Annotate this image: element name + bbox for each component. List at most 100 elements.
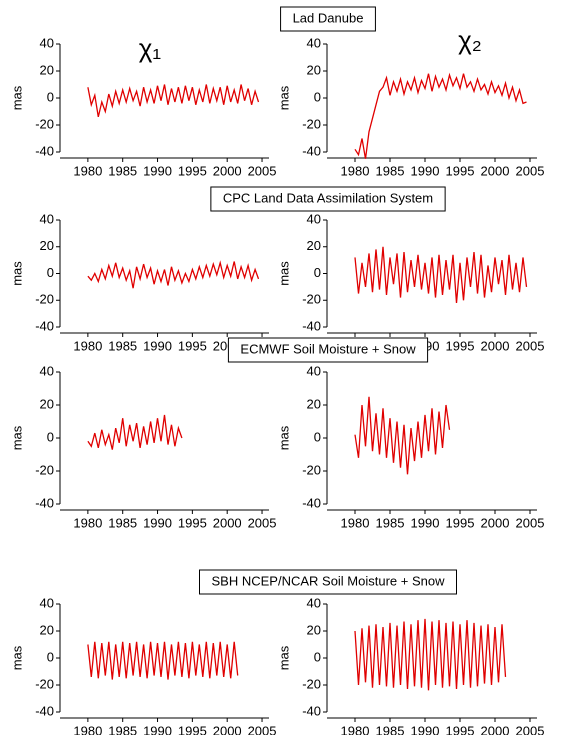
y-axis-label: mas [9, 261, 24, 286]
y-tick-label: 40 [307, 595, 321, 610]
x-tick-label: 1990 [143, 163, 172, 178]
title-box [280, 6, 376, 32]
y-tick-label: 40 [307, 211, 321, 226]
x-tick-label: 1995 [178, 515, 207, 530]
x-tick-label: 1985 [108, 515, 137, 530]
y-tick-label: -40 [302, 703, 321, 718]
title-box [210, 186, 446, 212]
x-tick-label: 2005 [516, 163, 545, 178]
x-tick-label: 1990 [143, 515, 172, 530]
data-line [354, 72, 527, 159]
y-tick-label: -40 [35, 703, 54, 718]
y-tick-label: -40 [302, 143, 321, 158]
x-tick-label: 1985 [108, 723, 137, 735]
x-tick-label: 2005 [248, 723, 277, 735]
y-tick-label: 0 [47, 429, 54, 444]
x-tick-label: 1995 [446, 163, 475, 178]
column-title: χ₂ [458, 25, 482, 55]
x-tick-label: 1995 [178, 163, 207, 178]
y-tick-label: 40 [40, 595, 54, 610]
x-tick-label: 1995 [446, 723, 475, 735]
x-tick-label: 1990 [411, 515, 440, 530]
y-axis-label: mas [276, 425, 291, 450]
y-tick-label: 0 [314, 265, 321, 280]
y-tick-label: 20 [40, 238, 54, 253]
y-tick-label: 20 [307, 62, 321, 77]
y-tick-label: 0 [47, 89, 54, 104]
y-tick-label: -40 [35, 143, 54, 158]
y-tick-label: 40 [307, 35, 321, 50]
x-tick-label: 1995 [178, 723, 207, 735]
y-tick-label: 0 [47, 649, 54, 664]
y-tick-label: -20 [35, 292, 54, 307]
y-tick-label: 40 [40, 363, 54, 378]
y-axis-label: mas [9, 425, 24, 450]
data-line [354, 396, 451, 475]
y-tick-label: 20 [307, 238, 321, 253]
x-tick-label: 2000 [213, 163, 242, 178]
panel-title: Lad Danube [293, 10, 364, 25]
title-box [227, 337, 429, 363]
x-tick-label: 1985 [376, 723, 405, 735]
y-axis-label: mas [276, 85, 291, 110]
data-line [87, 641, 239, 680]
column-title: χ₁ [139, 33, 162, 63]
y-tick-label: 20 [307, 622, 321, 637]
y-tick-label: -40 [302, 495, 321, 510]
x-tick-label: 1995 [178, 338, 207, 353]
y-tick-label: 20 [307, 396, 321, 411]
y-tick-label: 40 [40, 211, 54, 226]
y-tick-label: 0 [47, 265, 54, 280]
data-line [87, 260, 260, 289]
x-tick-label: 1985 [376, 163, 405, 178]
y-tick-label: 40 [40, 35, 54, 50]
y-tick-label: -40 [302, 318, 321, 333]
x-tick-label: 1995 [446, 338, 475, 353]
y-tick-label: -20 [35, 116, 54, 131]
y-tick-label: 0 [314, 89, 321, 104]
title-box [199, 569, 457, 595]
y-tick-label: 20 [40, 622, 54, 637]
data-line [354, 246, 528, 303]
y-tick-label: 20 [40, 396, 54, 411]
y-axis-label: mas [9, 645, 24, 670]
y-axis-label: mas [9, 85, 24, 110]
x-tick-label: 2005 [516, 338, 545, 353]
x-tick-label: 1990 [143, 338, 172, 353]
x-tick-label: 2000 [481, 163, 510, 178]
y-tick-label: 40 [307, 363, 321, 378]
y-tick-label: 0 [314, 649, 321, 664]
x-tick-label: 2005 [248, 163, 277, 178]
panel-title: ECMWF Soil Moisture + Snow [240, 341, 416, 356]
x-tick-label: 1980 [73, 723, 102, 735]
x-tick-label: 1990 [411, 723, 440, 735]
x-tick-label: 2005 [516, 723, 545, 735]
y-tick-label: -20 [302, 116, 321, 131]
x-tick-label: 1980 [73, 515, 102, 530]
data-line [354, 618, 507, 691]
x-tick-label: 1980 [73, 338, 102, 353]
y-tick-label: 0 [314, 429, 321, 444]
panel-title: CPC Land Data Assimilation System [223, 190, 433, 205]
y-axis-label: mas [276, 645, 291, 670]
y-tick-label: -20 [302, 462, 321, 477]
y-tick-label: 20 [40, 62, 54, 77]
x-tick-label: 1985 [376, 515, 405, 530]
x-tick-label: 2000 [213, 723, 242, 735]
x-tick-label: 2005 [248, 515, 277, 530]
x-tick-label: 1980 [73, 163, 102, 178]
x-tick-label: 1990 [411, 163, 440, 178]
x-tick-label: 1985 [108, 163, 137, 178]
x-tick-label: 1990 [143, 723, 172, 735]
x-tick-label: 1985 [108, 338, 137, 353]
x-tick-label: 1980 [341, 163, 370, 178]
x-tick-label: 1995 [446, 515, 475, 530]
x-tick-label: 2005 [516, 515, 545, 530]
x-tick-label: 1980 [341, 723, 370, 735]
y-tick-label: -40 [35, 318, 54, 333]
data-line [87, 414, 183, 450]
x-tick-label: 2000 [481, 723, 510, 735]
y-tick-label: -20 [302, 676, 321, 691]
y-tick-label: -20 [35, 676, 54, 691]
